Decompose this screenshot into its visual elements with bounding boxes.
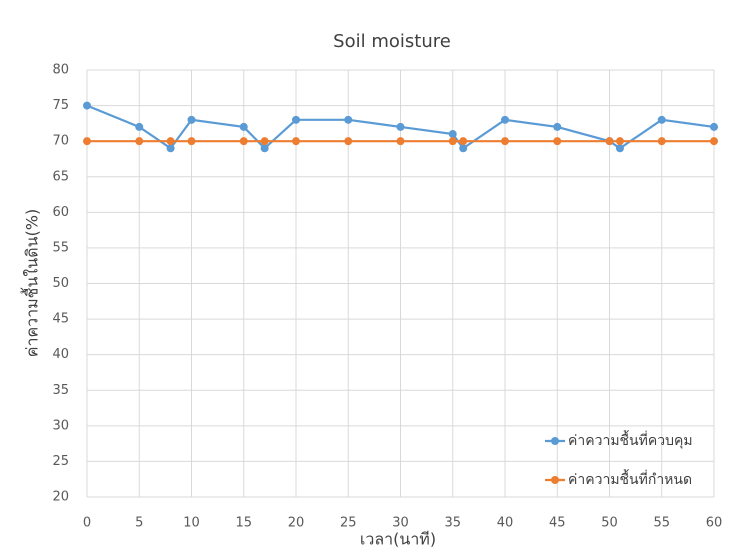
data-point — [606, 137, 614, 145]
data-point — [83, 102, 91, 110]
y-tick-label: 45 — [52, 312, 69, 327]
data-point — [261, 144, 269, 152]
data-point — [240, 137, 248, 145]
data-point — [553, 123, 561, 131]
data-point — [344, 137, 352, 145]
y-tick-label: 55 — [52, 240, 69, 255]
x-tick-label: 25 — [340, 516, 357, 531]
y-tick-label: 35 — [52, 383, 69, 398]
x-tick-label: 15 — [235, 516, 252, 531]
data-point — [501, 116, 509, 124]
y-tick-label: 65 — [52, 169, 69, 184]
data-point — [292, 116, 300, 124]
background — [0, 0, 755, 553]
data-point — [397, 137, 405, 145]
x-tick-label: 45 — [549, 516, 566, 531]
y-tick-label: 20 — [52, 490, 69, 505]
data-point — [292, 137, 300, 145]
x-tick-label: 60 — [706, 516, 723, 531]
x-axis-label: เวลา(นาที) — [360, 530, 436, 549]
chart-title: Soil moisture — [333, 31, 451, 52]
data-point — [240, 123, 248, 131]
x-tick-label: 20 — [288, 516, 305, 531]
legend-marker — [551, 437, 559, 445]
legend-label: ค่าความชื้นที่ควบคุม — [568, 430, 693, 449]
data-point — [616, 137, 624, 145]
data-point — [449, 130, 457, 138]
x-tick-label: 10 — [183, 516, 200, 531]
data-point — [459, 144, 467, 152]
data-point — [449, 137, 457, 145]
y-tick-label: 25 — [52, 454, 69, 469]
data-point — [397, 123, 405, 131]
x-tick-label: 30 — [392, 516, 409, 531]
data-point — [616, 144, 624, 152]
x-tick-label: 50 — [601, 516, 618, 531]
y-tick-label: 40 — [52, 347, 69, 362]
legend-label: ค่าความชื้นที่กำหนด — [568, 469, 692, 488]
x-tick-label: 55 — [653, 516, 670, 531]
data-point — [167, 144, 175, 152]
y-tick-label: 30 — [52, 418, 69, 433]
data-point — [710, 137, 718, 145]
x-tick-label: 5 — [135, 516, 143, 531]
data-point — [188, 116, 196, 124]
chart: Soil moisture เวลา(นาที) ค่าความชื้นในดิ… — [0, 0, 755, 553]
data-point — [135, 123, 143, 131]
y-tick-label: 50 — [52, 276, 69, 291]
data-point — [710, 123, 718, 131]
data-point — [553, 137, 561, 145]
y-tick-label: 75 — [52, 98, 69, 113]
legend-marker — [551, 476, 559, 484]
data-point — [83, 137, 91, 145]
x-tick-label: 35 — [444, 516, 461, 531]
data-point — [501, 137, 509, 145]
x-tick-label: 0 — [83, 516, 91, 531]
data-point — [188, 137, 196, 145]
y-tick-label: 70 — [52, 134, 69, 149]
data-point — [344, 116, 352, 124]
data-point — [459, 137, 467, 145]
data-point — [658, 116, 666, 124]
y-axis-label: ค่าความชื้นในดิน(%) — [21, 209, 42, 357]
y-tick-label: 60 — [52, 205, 69, 220]
data-point — [261, 137, 269, 145]
data-point — [135, 137, 143, 145]
y-tick-label: 80 — [52, 63, 69, 78]
x-tick-label: 40 — [497, 516, 514, 531]
data-point — [167, 137, 175, 145]
data-point — [658, 137, 666, 145]
